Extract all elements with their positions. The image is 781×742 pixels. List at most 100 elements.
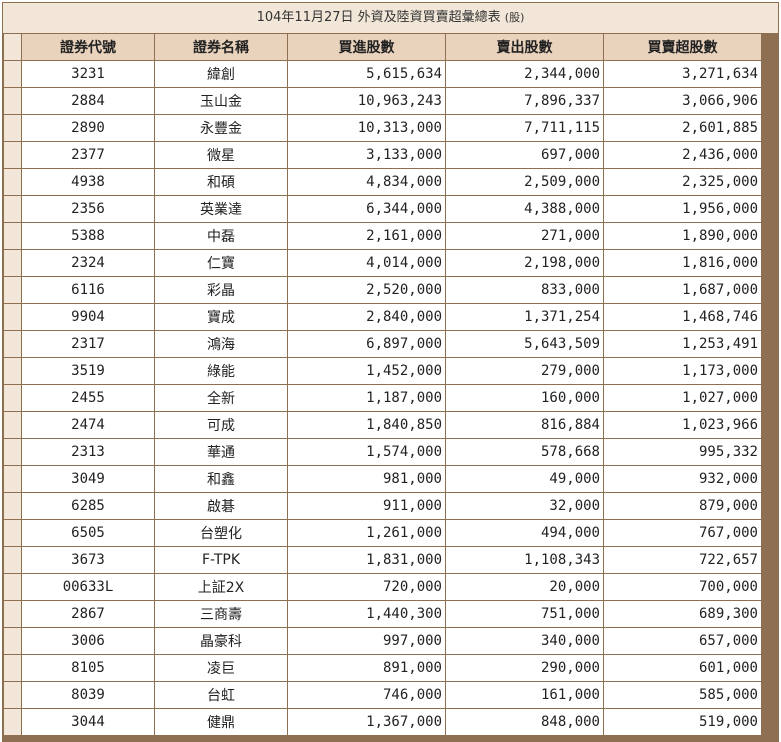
buy-shares-cell: 6,344,000 <box>288 196 445 222</box>
table-row: 6285 啟碁 911,000 32,000 879,000 <box>4 493 761 519</box>
table-caption: 104年11月27日 外資及陸資買賣超彙總表 (股) <box>3 3 778 33</box>
row-blank-cell <box>4 520 21 546</box>
buy-shares-cell: 981,000 <box>288 466 445 492</box>
table-row: 5388 中磊 2,161,000 271,000 1,890,000 <box>4 223 761 249</box>
security-code-cell: 5388 <box>22 223 154 249</box>
table-row: 3044 健鼎 1,367,000 848,000 519,000 <box>4 709 761 735</box>
security-name-cell: 可成 <box>155 412 287 438</box>
net-shares-cell: 585,000 <box>604 682 761 708</box>
sell-shares-cell: 7,711,115 <box>446 115 603 141</box>
security-code-cell: 2890 <box>22 115 154 141</box>
row-blank-cell <box>4 196 21 222</box>
buy-shares-cell: 2,840,000 <box>288 304 445 330</box>
row-blank-cell <box>4 574 21 600</box>
buy-shares-cell: 720,000 <box>288 574 445 600</box>
security-name-cell: 上証2X <box>155 574 287 600</box>
security-name-cell: 英業達 <box>155 196 287 222</box>
net-shares-cell: 519,000 <box>604 709 761 735</box>
security-name-cell: 仁寶 <box>155 250 287 276</box>
table-row: 2474 可成 1,840,850 816,884 1,023,966 <box>4 412 761 438</box>
table-row: 2313 華通 1,574,000 578,668 995,332 <box>4 439 761 465</box>
buy-shares-cell: 6,897,000 <box>288 331 445 357</box>
sell-shares-cell: 7,896,337 <box>446 88 603 114</box>
security-name-cell: 綠能 <box>155 358 287 384</box>
table-row: 2356 英業達 6,344,000 4,388,000 1,956,000 <box>4 196 761 222</box>
caption-title: 104年11月27日 外資及陸資買賣超彙總表 <box>256 10 501 25</box>
sell-shares-cell: 2,509,000 <box>446 169 603 195</box>
header-sell-shares: 賣出股數 <box>446 34 603 60</box>
security-code-cell: 2884 <box>22 88 154 114</box>
sell-shares-cell: 578,668 <box>446 439 603 465</box>
header-net-shares: 買賣超股數 <box>604 34 761 60</box>
net-shares-cell: 3,066,906 <box>604 88 761 114</box>
security-code-cell: 6285 <box>22 493 154 519</box>
header-blank-cell <box>4 34 21 60</box>
net-shares-cell: 932,000 <box>604 466 761 492</box>
header-buy-shares: 買進股數 <box>288 34 445 60</box>
buy-shares-cell: 746,000 <box>288 682 445 708</box>
net-shares-cell: 1,253,491 <box>604 331 761 357</box>
table-row: 2867 三商壽 1,440,300 751,000 689,300 <box>4 601 761 627</box>
security-code-cell: 6116 <box>22 277 154 303</box>
net-shares-cell: 767,000 <box>604 520 761 546</box>
header-security-code: 證券代號 <box>22 34 154 60</box>
security-name-cell: 華通 <box>155 439 287 465</box>
buy-shares-cell: 1,452,000 <box>288 358 445 384</box>
table-row: 2317 鴻海 6,897,000 5,643,509 1,253,491 <box>4 331 761 357</box>
header-row: 證券代號 證券名稱 買進股數 賣出股數 買賣超股數 <box>4 34 761 60</box>
table-row: 6505 台塑化 1,261,000 494,000 767,000 <box>4 520 761 546</box>
row-blank-cell <box>4 439 21 465</box>
net-shares-cell: 657,000 <box>604 628 761 654</box>
sell-shares-cell: 271,000 <box>446 223 603 249</box>
security-code-cell: 2377 <box>22 142 154 168</box>
net-shares-cell: 722,657 <box>604 547 761 573</box>
net-shares-cell: 1,890,000 <box>604 223 761 249</box>
buy-shares-cell: 1,261,000 <box>288 520 445 546</box>
net-shares-cell: 601,000 <box>604 655 761 681</box>
row-blank-cell <box>4 250 21 276</box>
sell-shares-cell: 32,000 <box>446 493 603 519</box>
sell-shares-cell: 816,884 <box>446 412 603 438</box>
net-shares-cell: 2,436,000 <box>604 142 761 168</box>
table-row: 8039 台虹 746,000 161,000 585,000 <box>4 682 761 708</box>
security-code-cell: 8105 <box>22 655 154 681</box>
sell-shares-cell: 340,000 <box>446 628 603 654</box>
table-row: 8105 凌巨 891,000 290,000 601,000 <box>4 655 761 681</box>
sell-shares-cell: 848,000 <box>446 709 603 735</box>
row-blank-cell <box>4 385 21 411</box>
row-blank-cell <box>4 331 21 357</box>
security-name-cell: 寶成 <box>155 304 287 330</box>
row-blank-cell <box>4 88 21 114</box>
net-shares-cell: 1,173,000 <box>604 358 761 384</box>
buy-shares-cell: 1,840,850 <box>288 412 445 438</box>
row-blank-cell <box>4 358 21 384</box>
row-blank-cell <box>4 682 21 708</box>
security-name-cell: 健鼎 <box>155 709 287 735</box>
row-blank-cell <box>4 412 21 438</box>
sell-shares-cell: 2,344,000 <box>446 61 603 87</box>
table-row: 4938 和碩 4,834,000 2,509,000 2,325,000 <box>4 169 761 195</box>
caption-unit: (股) <box>504 11 525 24</box>
security-code-cell: 2313 <box>22 439 154 465</box>
security-name-cell: 和鑫 <box>155 466 287 492</box>
sell-shares-cell: 49,000 <box>446 466 603 492</box>
security-name-cell: 緯創 <box>155 61 287 87</box>
sell-shares-cell: 160,000 <box>446 385 603 411</box>
security-code-cell: 2867 <box>22 601 154 627</box>
sell-shares-cell: 279,000 <box>446 358 603 384</box>
security-code-cell: 2324 <box>22 250 154 276</box>
security-name-cell: 微星 <box>155 142 287 168</box>
net-shares-cell: 3,271,634 <box>604 61 761 87</box>
table-row: 9904 寶成 2,840,000 1,371,254 1,468,746 <box>4 304 761 330</box>
net-shares-cell: 1,816,000 <box>604 250 761 276</box>
net-shares-cell: 879,000 <box>604 493 761 519</box>
security-name-cell: 玉山金 <box>155 88 287 114</box>
net-shares-cell: 1,023,966 <box>604 412 761 438</box>
table-row: 2377 微星 3,133,000 697,000 2,436,000 <box>4 142 761 168</box>
security-code-cell: 9904 <box>22 304 154 330</box>
net-shares-cell: 1,027,000 <box>604 385 761 411</box>
table-row: 00633L 上証2X 720,000 20,000 700,000 <box>4 574 761 600</box>
row-blank-cell <box>4 628 21 654</box>
net-shares-cell: 995,332 <box>604 439 761 465</box>
buy-shares-cell: 1,574,000 <box>288 439 445 465</box>
